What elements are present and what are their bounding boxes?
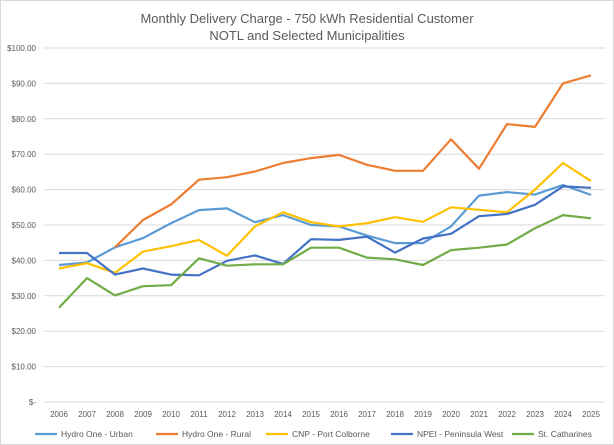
- legend-item: NPEI - Peninsula West: [391, 429, 504, 439]
- x-tick-label: 2013: [246, 410, 264, 419]
- chart-subtitle: NOTL and Selected Municipalities: [209, 28, 405, 43]
- y-tick-label: $80.00: [12, 115, 37, 124]
- x-tick-label: 2011: [190, 410, 208, 419]
- y-tick-label: $30.00: [12, 292, 37, 301]
- x-tick-label: 2016: [330, 410, 348, 419]
- x-tick-label: 2006: [50, 410, 68, 419]
- x-tick-label: 2014: [274, 410, 292, 419]
- legend-item: Hydro One - Rural: [156, 429, 251, 439]
- x-tick-label: 2025: [582, 410, 600, 419]
- x-tick-label: 2009: [134, 410, 152, 419]
- x-tick-label: 2015: [302, 410, 320, 419]
- x-tick-label: 2007: [78, 410, 96, 419]
- legend-label: Hydro One - Urban: [61, 429, 133, 439]
- series-lines: [58, 74, 592, 309]
- y-tick-label: $20.00: [12, 327, 37, 336]
- y-tick-label: $90.00: [12, 79, 37, 88]
- chart-title: Monthly Delivery Charge - 750 kWh Reside…: [140, 11, 474, 26]
- legend: Hydro One - Urban Hydro One - Rural CNP - …: [35, 429, 592, 439]
- series-line-hydro-one-rural: [114, 74, 592, 249]
- series-line-st-catharines: [58, 214, 592, 309]
- legend-label: Hydro One - Rural: [182, 429, 251, 439]
- x-tick-label: 2021: [470, 410, 488, 419]
- x-tick-label: 2010: [162, 410, 180, 419]
- chart-title-block: Monthly Delivery Charge - 750 kWh Reside…: [0, 10, 614, 44]
- x-tick-label: 2023: [526, 410, 544, 419]
- series-line-npei-peninsula-west: [59, 185, 592, 277]
- x-tick-label: 2024: [554, 410, 572, 419]
- x-tick-label: 2018: [386, 410, 404, 419]
- legend-label: NPEI - Peninsula West: [417, 429, 504, 439]
- x-tick-label: 2012: [218, 410, 236, 419]
- x-tick-label: 2020: [442, 410, 460, 419]
- series-line-hydro-one-urban: [58, 183, 592, 267]
- x-axis-ticks: 2006 2007 2008 2009 2010 2011 2012 2013 2014 2015…: [50, 410, 600, 419]
- y-tick-label: $40.00: [12, 256, 37, 265]
- legend-item: Hydro One - Urban: [35, 429, 133, 439]
- x-tick-label: 2019: [414, 410, 432, 419]
- y-axis-ticks: $- $10.00 $20.00 $30.00 $40.00 $50.00 $60.00 $7…: [7, 44, 36, 407]
- legend-label: St. Catharines: [538, 429, 592, 439]
- series-line-cnp-port-colborne: [58, 161, 592, 274]
- legend-item: St. Catharines: [512, 429, 592, 439]
- x-tick-label: 2022: [498, 410, 516, 419]
- y-tick-label: $10.00: [12, 363, 37, 372]
- y-tick-label: $60.00: [12, 186, 37, 195]
- x-tick-label: 2008: [106, 410, 124, 419]
- legend-item: CNP - Port Colborne: [266, 429, 370, 439]
- y-tick-label: $100.00: [7, 44, 36, 53]
- y-tick-label: $70.00: [12, 150, 37, 159]
- x-tick-label: 2017: [358, 410, 376, 419]
- legend-label: CNP - Port Colborne: [292, 429, 370, 439]
- y-tick-label: $50.00: [12, 221, 37, 230]
- y-tick-label: $-: [29, 398, 36, 407]
